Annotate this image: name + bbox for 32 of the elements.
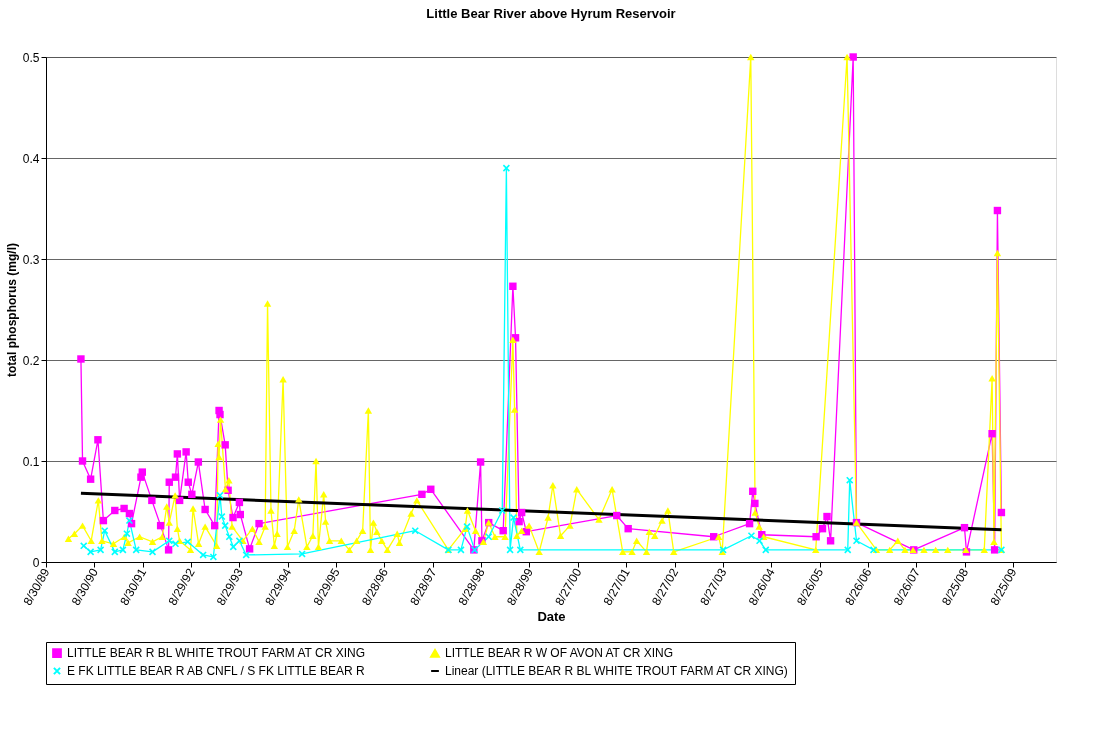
legend-label: LITTLE BEAR R BL WHITE TROUT FARM AT CR XING <box>67 646 366 661</box>
point <box>229 543 238 551</box>
point <box>132 546 140 554</box>
point <box>762 546 770 554</box>
y-tick-label: 0.5 <box>22 50 40 65</box>
point <box>165 537 174 545</box>
point <box>457 546 465 554</box>
point <box>509 513 518 522</box>
y-tick-label: 0.4 <box>22 151 40 166</box>
point <box>79 542 88 550</box>
y-tick-label: 0.1 <box>22 454 40 469</box>
legend-label: LITTLE BEAR R W OF AVON AT CR XING <box>445 646 674 661</box>
x-axis-title: Date <box>537 609 566 625</box>
y-tick-label: 0 <box>32 555 40 570</box>
point <box>225 532 234 541</box>
point <box>298 550 306 558</box>
point <box>100 526 109 535</box>
chart-title: Little Bear River above Hyrum Reservoir <box>426 6 676 21</box>
y-tick-label: 0.3 <box>22 252 40 267</box>
y-axis-title: total phosphorus (mg/l) <box>4 243 19 377</box>
point <box>242 551 250 559</box>
point <box>111 548 119 556</box>
legend-label: E FK LITTLE BEAR R AB CNFL / S FK LITTLE BEAR R <box>67 664 365 678</box>
legend-label: Linear (LITTLE BEAR R BL WHITE TROUT FARM AT CR XING) <box>445 664 788 678</box>
point <box>506 546 514 554</box>
point <box>411 526 420 535</box>
point <box>484 532 493 541</box>
point <box>199 551 207 559</box>
point <box>183 538 192 546</box>
y-tick-label: 0.2 <box>22 353 40 368</box>
point <box>845 476 854 484</box>
point <box>119 546 127 554</box>
